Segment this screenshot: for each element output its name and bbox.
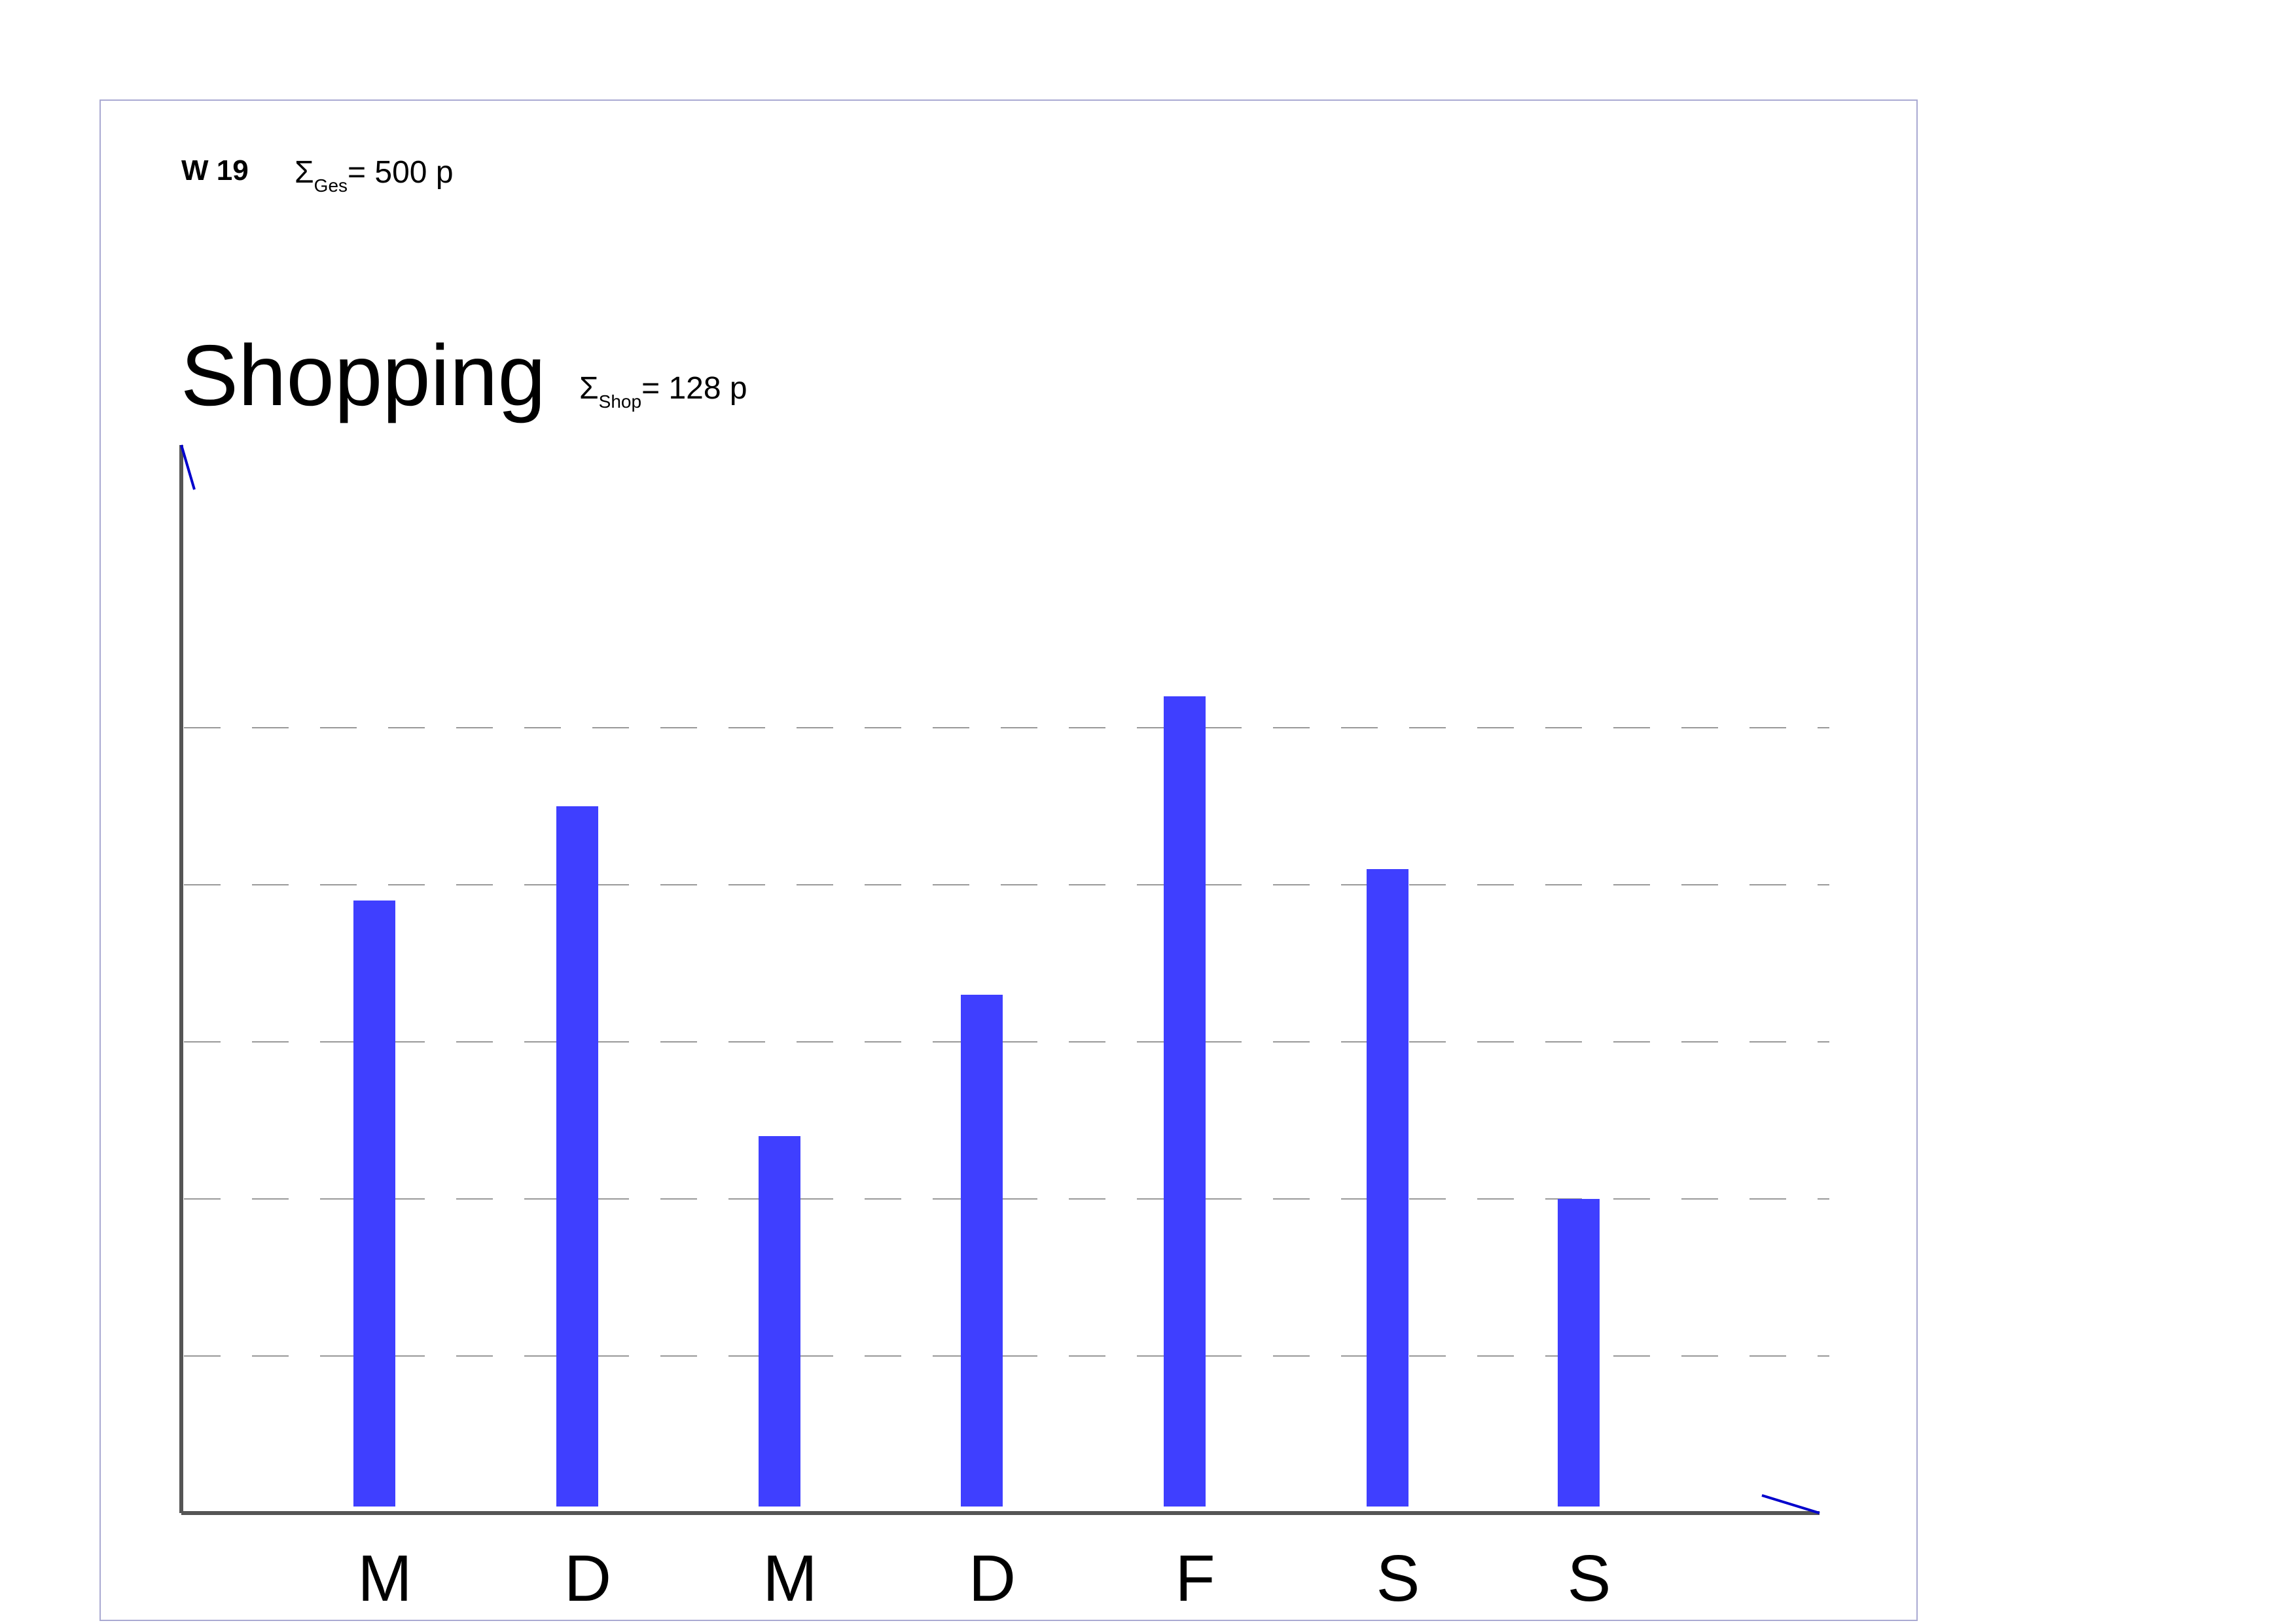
shop-sum-subscript: Shop (598, 391, 642, 412)
shop-sum-value: = 128 p (641, 371, 747, 406)
x-tick-label-1: M (357, 1542, 412, 1615)
bar-3 (759, 1136, 800, 1507)
week-label: W 19 (181, 154, 249, 187)
shop-sum-symbol: Σ (579, 371, 599, 406)
shop-sum: ΣShop= 128 p (579, 370, 747, 412)
total-sum-subscript: Ges (314, 175, 348, 196)
y-axis-arrowhead (180, 444, 196, 490)
bar-5 (1164, 696, 1206, 1507)
x-tick-label-5: F (1175, 1542, 1215, 1615)
x-tick-label-2: D (564, 1542, 611, 1615)
x-axis-arrowhead (1761, 1494, 1820, 1514)
total-sum-symbol: Σ (295, 155, 314, 190)
bar-6 (1367, 869, 1408, 1507)
bar-4 (961, 995, 1003, 1507)
x-tick-label-4: D (969, 1542, 1016, 1615)
bar-1 (353, 901, 395, 1507)
bar-2 (556, 806, 598, 1507)
x-tick-label-6: S (1376, 1542, 1420, 1615)
chart-title: Shopping (181, 327, 546, 423)
bar-7 (1558, 1199, 1600, 1507)
chart-frame (99, 99, 1918, 1621)
x-tick-label-7: S (1568, 1542, 1611, 1615)
x-tick-label-3: M (762, 1542, 817, 1615)
total-sum: ΣGes= 500 p (295, 154, 454, 196)
total-sum-value: = 500 p (348, 155, 454, 190)
